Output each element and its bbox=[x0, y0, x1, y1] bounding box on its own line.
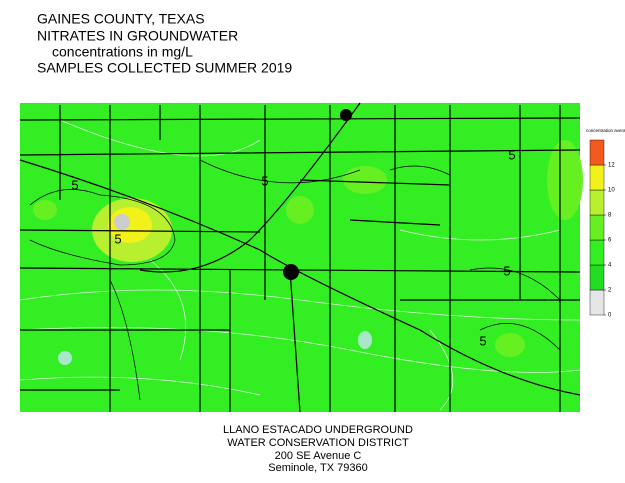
legend-band bbox=[589, 264, 605, 291]
hotspot bbox=[286, 196, 314, 224]
legend-band bbox=[589, 289, 605, 316]
hotspot bbox=[33, 200, 57, 220]
town bbox=[283, 264, 299, 280]
legend-band bbox=[589, 164, 605, 191]
map-background bbox=[20, 103, 580, 412]
legend-tick-label: 0 bbox=[608, 313, 612, 319]
legend-band bbox=[589, 214, 605, 241]
contour-label: 5 bbox=[114, 231, 121, 246]
header-line: concentrations in mg/L bbox=[52, 44, 193, 60]
footer-line: Seminole, TX 79360 bbox=[268, 462, 367, 474]
legend-tick-label: 12 bbox=[608, 163, 615, 169]
header-line: SAMPLES COLLECTED SUMMER 2019 bbox=[37, 60, 292, 76]
hotspot bbox=[547, 140, 583, 220]
footer-line: 200 SE Avenue C bbox=[275, 450, 362, 462]
header-line: GAINES COUNTY, TEXAS bbox=[37, 11, 205, 27]
legend-tick-label: 8 bbox=[608, 213, 612, 219]
hotspot bbox=[114, 214, 130, 230]
town bbox=[340, 109, 352, 121]
legend-tick-label: 2 bbox=[608, 288, 612, 294]
hotspot bbox=[358, 331, 372, 349]
hotspot bbox=[343, 166, 387, 194]
contour-label: 5 bbox=[508, 147, 515, 162]
contour-label: 5 bbox=[71, 177, 78, 192]
contour-line bbox=[19, 119, 581, 411]
legend-tick-label: 4 bbox=[608, 263, 612, 269]
legend-band bbox=[589, 189, 605, 216]
legend-tick-label: 10 bbox=[608, 188, 615, 194]
footer-line: LLANO ESTACADO UNDERGROUND bbox=[223, 424, 413, 436]
hotspot bbox=[495, 333, 525, 357]
hotspot bbox=[58, 351, 72, 365]
legend-title: concentration averages, mg/L bbox=[586, 128, 625, 133]
header-line: NITRATES IN GROUNDWATER bbox=[37, 28, 238, 44]
map bbox=[19, 102, 583, 413]
contour-label: 5 bbox=[261, 173, 268, 188]
contour-label: 5 bbox=[503, 263, 510, 278]
road bbox=[19, 102, 581, 413]
legend-band bbox=[589, 239, 605, 266]
legend-tick-label: 6 bbox=[608, 238, 612, 244]
contour-label: 5 bbox=[479, 333, 486, 348]
footer-line: WATER CONSERVATION DISTRICT bbox=[227, 437, 409, 449]
legend-band bbox=[589, 139, 605, 166]
